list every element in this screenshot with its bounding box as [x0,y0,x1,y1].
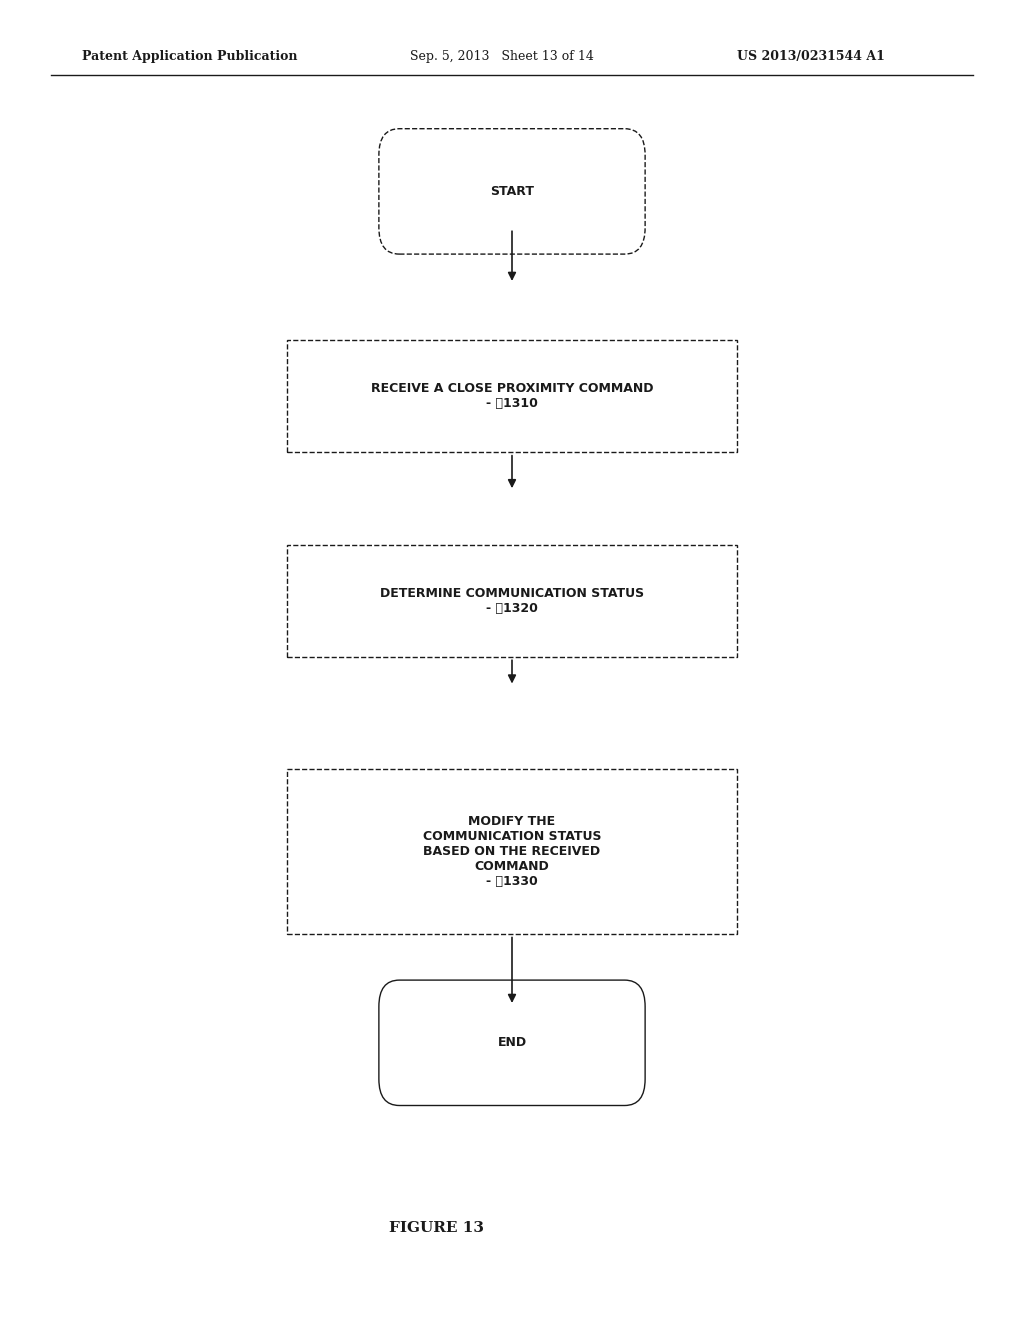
Text: Patent Application Publication: Patent Application Publication [82,50,297,63]
FancyBboxPatch shape [379,129,645,253]
Text: Sep. 5, 2013   Sheet 13 of 14: Sep. 5, 2013 Sheet 13 of 14 [410,50,594,63]
Text: START: START [490,185,534,198]
Text: END: END [498,1036,526,1049]
Text: RECEIVE A CLOSE PROXIMITY COMMAND
- 1310: RECEIVE A CLOSE PROXIMITY COMMAND - 131… [371,381,653,411]
Text: US 2013/0231544 A1: US 2013/0231544 A1 [737,50,885,63]
Text: MODIFY THE
COMMUNICATION STATUS
BASED ON THE RECEIVED
COMMAND
- 1330: MODIFY THE COMMUNICATION STATUS BASED ON… [423,814,601,888]
Text: FIGURE 13: FIGURE 13 [389,1221,484,1236]
FancyBboxPatch shape [287,544,737,656]
Text: DETERMINE COMMUNICATION STATUS
- 1320: DETERMINE COMMUNICATION STATUS - 1320 [380,586,644,615]
FancyBboxPatch shape [379,979,645,1106]
FancyBboxPatch shape [287,341,737,451]
FancyBboxPatch shape [287,768,737,935]
